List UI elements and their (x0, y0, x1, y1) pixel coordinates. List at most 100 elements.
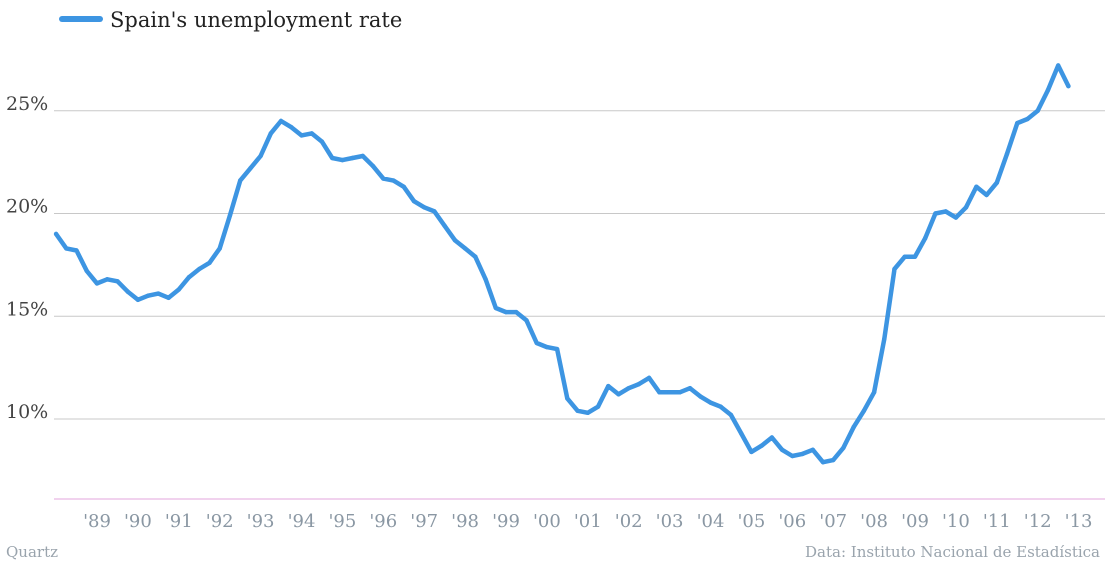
data-point (749, 449, 754, 455)
x-tick-label: '01 (574, 511, 602, 532)
x-tick-label: '93 (247, 511, 275, 532)
x-tick-label: '08 (860, 511, 888, 532)
data-point (176, 287, 181, 292)
data-point (1066, 83, 1071, 89)
source-left: Quartz (6, 543, 58, 561)
data-point (503, 309, 509, 315)
data-point (769, 435, 775, 440)
data-point (544, 344, 550, 350)
data-point (125, 289, 130, 294)
data-point (1015, 120, 1020, 126)
x-tick-label: '99 (492, 511, 520, 532)
data-point (831, 457, 836, 463)
x-tick-label: '13 (1065, 511, 1093, 532)
x-tick-label: '11 (983, 511, 1011, 532)
data-point (340, 157, 345, 163)
data-point (606, 383, 611, 389)
data-point (933, 211, 938, 216)
data-point (923, 236, 928, 241)
data-point (902, 254, 907, 259)
data-point (534, 340, 539, 346)
data-point (462, 246, 468, 251)
data-point (677, 390, 682, 395)
legend: Spain's unemployment rate (59, 8, 402, 32)
series-layer (53, 63, 1071, 465)
x-tick-label: '98 (451, 511, 479, 532)
x-tick-label: '04 (697, 511, 725, 532)
data-point (432, 209, 437, 214)
source-right: Data: Instituto Nacional de Estadística (805, 543, 1100, 561)
data-point (94, 281, 100, 286)
data-point (217, 246, 222, 251)
data-point (268, 131, 273, 136)
data-point (810, 447, 815, 452)
data-point (657, 390, 662, 395)
data-point (289, 125, 294, 130)
data-point (278, 118, 284, 124)
x-tick-label: '02 (615, 511, 643, 532)
x-tick-label: '00 (533, 511, 561, 532)
x-tick-label: '95 (328, 511, 356, 532)
data-point (197, 266, 202, 272)
data-point (984, 192, 989, 198)
data-point (718, 404, 723, 409)
data-point (360, 153, 365, 159)
data-point (698, 394, 703, 399)
data-point (739, 431, 744, 436)
data-point (841, 445, 846, 450)
data-point (299, 133, 304, 138)
y-tick-label: 25% (6, 93, 48, 115)
y-axis-ticks: 10% 15% 20% 25% (6, 93, 48, 423)
data-point (1004, 151, 1010, 157)
x-tick-label: '91 (165, 511, 193, 532)
data-point (64, 246, 69, 251)
data-point (565, 396, 570, 401)
data-point (882, 336, 887, 342)
x-tick-label: '12 (1024, 511, 1052, 532)
data-point (493, 305, 498, 311)
data-point (953, 215, 959, 220)
data-point (391, 178, 396, 183)
data-point (1025, 116, 1030, 122)
data-point (115, 279, 120, 284)
data-point (820, 460, 826, 465)
x-tick-label: '96 (369, 511, 397, 532)
data-point (912, 254, 918, 259)
data-point (166, 295, 171, 300)
data-point (974, 184, 979, 189)
legend-label: Spain's unemployment rate (110, 8, 402, 32)
data-point (728, 412, 734, 418)
data-point (759, 443, 764, 448)
x-tick-label: '05 (737, 511, 765, 532)
data-point (207, 260, 212, 265)
data-point (851, 425, 856, 430)
data-point (319, 139, 325, 144)
data-point (1035, 108, 1040, 114)
y-tick-label: 20% (6, 196, 48, 218)
data-point (667, 390, 672, 395)
data-point (994, 180, 999, 185)
data-point (595, 404, 601, 409)
x-tick-label: '94 (288, 511, 316, 532)
data-point (330, 155, 335, 161)
data-point (861, 408, 867, 413)
data-point (105, 277, 110, 282)
data-point (135, 297, 141, 302)
data-point (943, 209, 948, 214)
x-tick-label: '10 (942, 511, 970, 532)
x-tick-label: '89 (83, 511, 111, 532)
x-axis-ticks: '89 '90 '91 '92 '93 '94 '95 '96 '97 '98 '99 '00 '01 '… (83, 511, 1092, 532)
data-point (227, 213, 233, 218)
data-point (646, 375, 652, 381)
data-point (401, 184, 406, 189)
data-point (370, 164, 376, 169)
data-point (616, 392, 621, 397)
data-point (452, 238, 458, 243)
data-point (53, 231, 59, 237)
data-point (238, 178, 243, 183)
data-point (585, 410, 590, 415)
x-tick-label: '03 (656, 511, 684, 532)
data-point (626, 386, 631, 391)
data-point (708, 400, 713, 405)
data-point (524, 318, 529, 323)
